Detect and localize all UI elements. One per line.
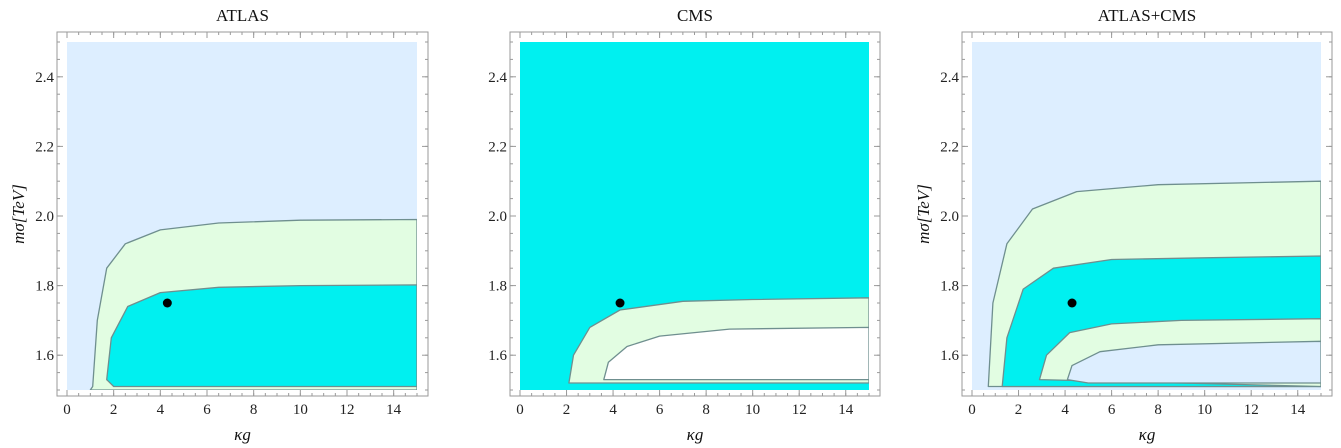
contour-region-2	[106, 284, 417, 388]
x-tick-label: 4	[609, 402, 617, 418]
x-tick-label: 2	[1015, 402, 1023, 418]
x-axis-label: κg	[234, 425, 251, 444]
x-tick-label: 6	[1108, 402, 1116, 418]
y-tick-label: 2.4	[940, 70, 959, 86]
x-tick-label: 10	[1197, 402, 1212, 418]
y-tick-label: 2.0	[488, 209, 507, 225]
y-tick-label: 1.8	[940, 279, 959, 295]
x-tick-label: 14	[1290, 402, 1306, 418]
panel-title: CMS	[677, 6, 713, 25]
benchmark-point	[1067, 298, 1077, 308]
x-tick-label: 14	[838, 402, 854, 418]
x-tick-label: 8	[250, 402, 258, 418]
x-tick-label: 4	[157, 402, 165, 418]
benchmark-point	[162, 298, 172, 308]
x-tick-label: 12	[340, 402, 355, 418]
x-tick-label: 2	[563, 402, 571, 418]
x-tick-label: 0	[968, 402, 976, 418]
y-tick-label: 1.6	[940, 348, 959, 364]
panel-title: ATLAS+CMS	[1098, 6, 1196, 25]
x-tick-label: 14	[386, 402, 402, 418]
y-tick-label: 1.6	[488, 348, 507, 364]
contour-regions	[987, 180, 1321, 388]
x-tick-label: 0	[63, 402, 71, 418]
y-tick-label: 2.0	[35, 209, 54, 225]
x-axis-label: κg	[1139, 425, 1156, 444]
x-tick-label: 6	[656, 402, 664, 418]
x-tick-label: 12	[1244, 402, 1259, 418]
y-axis-label: mσ[TeV]	[914, 184, 933, 244]
contour-regions	[89, 218, 417, 390]
benchmark-point	[615, 298, 625, 308]
panel-title: ATLAS	[216, 6, 269, 25]
panel-1: 0 2 4 6 8 10 12 14 1.6 1.8 2.0 2.2 2.4 ATLAS κg mσ[TeV]	[9, 6, 429, 444]
y-tick-label: 2.2	[35, 139, 54, 155]
y-tick-label: 1.6	[35, 348, 54, 364]
y-tick-label: 2.4	[488, 70, 507, 86]
x-tick-label: 2	[110, 402, 118, 418]
y-tick-label: 2.2	[940, 139, 959, 155]
x-tick-label: 8	[702, 402, 710, 418]
y-axis-label: mσ[TeV]	[9, 184, 28, 244]
x-tick-label: 4	[1061, 402, 1069, 418]
x-tick-label: 10	[745, 402, 760, 418]
x-tick-label: 6	[203, 402, 211, 418]
contour-regions	[568, 297, 869, 384]
x-tick-label: 12	[792, 402, 807, 418]
x-tick-label: 0	[516, 402, 524, 418]
panel-2: 0 2 4 6 8 10 12 14 1.6 1.8 2.0 2.2 2.4 CMS κg	[488, 6, 881, 444]
y-tick-label: 2.0	[940, 209, 959, 225]
y-tick-label: 2.2	[488, 139, 507, 155]
x-tick-label: 8	[1154, 402, 1162, 418]
x-axis-label: κg	[687, 425, 704, 444]
panel-3: 0 2 4 6 8 10 12 14 1.6 1.8 2.0 2.2 2.4 ATLAS+CMS κg mσ[…	[914, 6, 1333, 444]
x-tick-label: 10	[293, 402, 308, 418]
y-tick-label: 2.4	[35, 70, 54, 86]
y-tick-label: 1.8	[35, 279, 54, 295]
y-tick-label: 1.8	[488, 279, 507, 295]
contour-region-2	[603, 326, 869, 381]
contour-region-4	[1066, 340, 1321, 384]
